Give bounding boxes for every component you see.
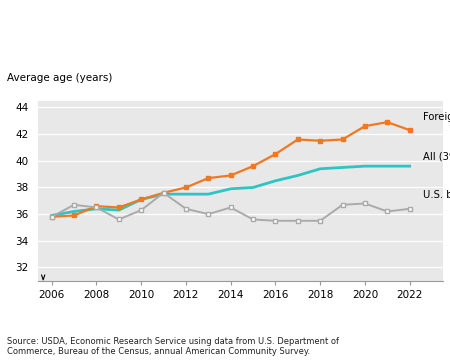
Text: All (39.6): All (39.6) bbox=[423, 152, 450, 162]
Text: place of birth, 2006–22: place of birth, 2006–22 bbox=[7, 38, 155, 48]
Text: Source: USDA, Economic Research Service using data from U.S. Department of
Comme: Source: USDA, Economic Research Service … bbox=[7, 337, 339, 356]
Text: Average age (years): Average age (years) bbox=[7, 73, 112, 83]
Text: Average age of U.S. farm laborers/graders/sorters by: Average age of U.S. farm laborers/grader… bbox=[7, 15, 350, 26]
Text: Foreign born (42.3): Foreign born (42.3) bbox=[423, 112, 450, 122]
Text: U.S. born (36.4): U.S. born (36.4) bbox=[423, 189, 450, 199]
